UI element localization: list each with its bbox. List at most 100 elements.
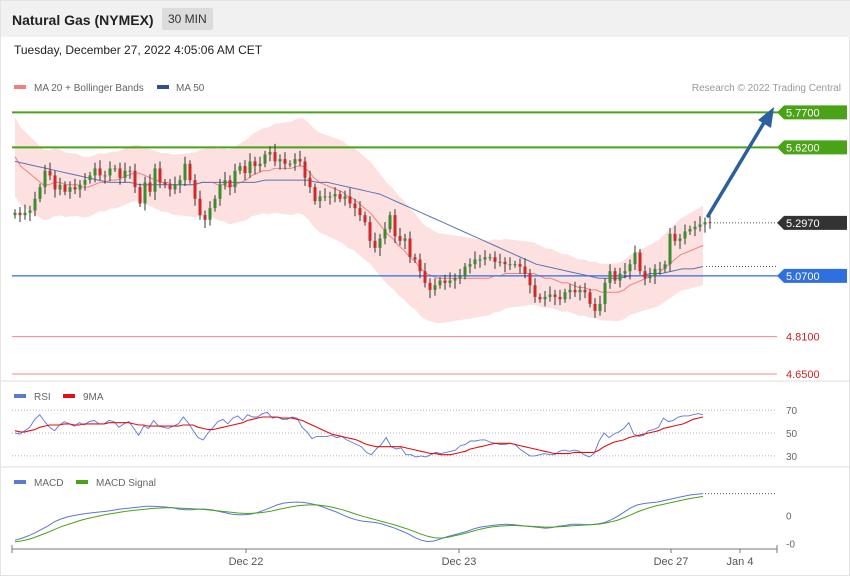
candle bbox=[643, 265, 647, 286]
candle bbox=[493, 251, 497, 269]
candle bbox=[133, 163, 137, 193]
ma50-legend-label: MA 50 bbox=[176, 83, 205, 94]
candle bbox=[588, 288, 592, 308]
candle-body bbox=[303, 161, 307, 178]
candle bbox=[378, 233, 382, 257]
candle-body bbox=[63, 184, 67, 192]
candle-body bbox=[108, 168, 112, 176]
candle bbox=[428, 278, 432, 299]
x-axis-tick-label: Dec 27 bbox=[654, 556, 689, 568]
candle bbox=[528, 268, 532, 294]
candle bbox=[148, 174, 152, 197]
rsi-ma-legend-label: 9MA bbox=[83, 392, 104, 403]
candle bbox=[163, 178, 167, 189]
candle-body bbox=[628, 264, 632, 272]
macd-signal-legend-label: MACD Signal bbox=[96, 478, 156, 489]
candle-body bbox=[323, 196, 327, 198]
candle-body bbox=[418, 259, 422, 272]
candle bbox=[568, 284, 572, 300]
candle-body bbox=[228, 180, 232, 188]
candlesticks bbox=[13, 143, 712, 318]
candle-body bbox=[298, 159, 302, 162]
candle bbox=[508, 257, 512, 271]
candle-body bbox=[238, 166, 242, 171]
candle bbox=[138, 183, 142, 207]
candle-body bbox=[643, 271, 647, 279]
candle bbox=[68, 181, 72, 199]
candle bbox=[328, 191, 332, 205]
candle-body bbox=[673, 233, 677, 241]
candle-body bbox=[533, 285, 537, 297]
candle bbox=[243, 160, 247, 181]
ma50-legend-swatch bbox=[157, 85, 169, 89]
ma20-legend-swatch bbox=[14, 85, 26, 89]
rsi-level-50-label: 50 bbox=[786, 429, 798, 440]
candle bbox=[698, 216, 702, 232]
candle-body bbox=[293, 159, 297, 164]
candle-body bbox=[683, 231, 687, 239]
candle bbox=[118, 162, 122, 185]
candle-body bbox=[493, 257, 497, 262]
candle-body bbox=[13, 212, 17, 216]
candle-body bbox=[138, 187, 142, 204]
candle-body bbox=[428, 282, 432, 290]
candle bbox=[123, 162, 127, 183]
candle bbox=[223, 171, 227, 190]
rsi-ma-line bbox=[14, 416, 704, 456]
candle-body bbox=[443, 280, 447, 283]
candle bbox=[383, 222, 387, 245]
candle-body bbox=[203, 215, 207, 220]
candle-body bbox=[58, 184, 62, 190]
candle bbox=[448, 272, 452, 288]
candle bbox=[193, 174, 197, 206]
candle-body bbox=[458, 275, 462, 279]
candle-body bbox=[538, 296, 542, 300]
candle-body bbox=[23, 212, 27, 216]
candle-body bbox=[618, 273, 622, 281]
candle bbox=[258, 156, 262, 172]
candle bbox=[613, 267, 617, 285]
candle bbox=[458, 268, 462, 285]
candle-body bbox=[258, 163, 262, 167]
candle bbox=[168, 178, 172, 197]
pivot-label: 5.0700 bbox=[786, 271, 820, 283]
candle-body bbox=[188, 163, 192, 181]
candle bbox=[433, 278, 437, 296]
candle bbox=[558, 289, 562, 306]
candle bbox=[83, 173, 87, 191]
candle-body bbox=[478, 259, 482, 261]
candle bbox=[408, 231, 412, 264]
bollinger-bands bbox=[15, 117, 703, 324]
candle bbox=[113, 164, 117, 172]
candle-body bbox=[668, 233, 672, 265]
candle-body bbox=[288, 163, 292, 165]
candle bbox=[593, 298, 597, 318]
candle-body bbox=[93, 168, 97, 176]
candle-body bbox=[473, 259, 477, 265]
candle-body bbox=[233, 170, 237, 188]
candle-body bbox=[308, 177, 312, 188]
candle-body bbox=[513, 264, 517, 266]
candle-body bbox=[318, 196, 322, 202]
candle-body bbox=[173, 184, 177, 190]
candle-body bbox=[38, 187, 42, 199]
candle-body bbox=[638, 252, 642, 272]
candle-body bbox=[438, 280, 442, 286]
interval-badge[interactable]: 30 MIN bbox=[162, 8, 213, 30]
candle-body bbox=[433, 285, 437, 290]
candle-body bbox=[553, 294, 557, 297]
candle bbox=[518, 258, 522, 274]
ma20-legend-label: MA 20 + Bollinger Bands bbox=[34, 83, 144, 94]
candle-body bbox=[383, 229, 387, 239]
candle-body bbox=[528, 273, 532, 286]
candle bbox=[63, 181, 67, 196]
support-2-label: 4.6500 bbox=[786, 369, 820, 381]
resistance-1-label: 5.6200 bbox=[786, 142, 820, 154]
price-levels: 5.7700 5.6200 5.2970 5.0700 4.8100 4.6500 bbox=[12, 105, 847, 381]
candle bbox=[608, 264, 612, 289]
resistance-2-tag bbox=[777, 105, 847, 120]
candle-body bbox=[43, 170, 47, 188]
candle bbox=[488, 253, 492, 261]
candle bbox=[678, 233, 682, 250]
